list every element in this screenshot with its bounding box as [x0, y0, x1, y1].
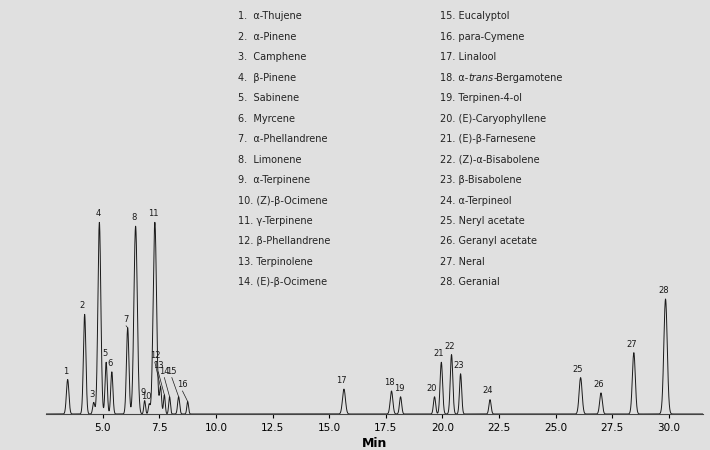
Text: 12: 12: [150, 351, 160, 360]
Text: 27. Neral: 27. Neral: [440, 257, 485, 267]
Text: 13: 13: [153, 361, 163, 370]
Text: 16. para-Cymene: 16. para-Cymene: [440, 32, 525, 42]
Text: 3.  Camphene: 3. Camphene: [238, 52, 306, 62]
Text: 5: 5: [102, 349, 107, 358]
Text: trans: trans: [469, 72, 493, 83]
Text: 21: 21: [434, 349, 444, 358]
Text: 24: 24: [483, 386, 493, 395]
Text: 10. (Z)-β-Ocimene: 10. (Z)-β-Ocimene: [238, 195, 327, 206]
Text: 10: 10: [141, 392, 152, 400]
Text: 17: 17: [337, 376, 347, 385]
Text: 19: 19: [394, 384, 405, 393]
Text: 22: 22: [444, 342, 455, 351]
Text: 27: 27: [626, 340, 637, 349]
Text: 18: 18: [384, 378, 395, 387]
Text: 8.  Limonene: 8. Limonene: [238, 155, 301, 165]
Text: 16: 16: [178, 380, 187, 389]
X-axis label: Min: Min: [362, 437, 387, 450]
Text: 26. Geranyl acetate: 26. Geranyl acetate: [440, 237, 537, 247]
Text: 13. Terpinolene: 13. Terpinolene: [238, 257, 312, 267]
Text: 18. α-: 18. α-: [440, 72, 469, 83]
Text: 20: 20: [426, 384, 437, 393]
Text: 14. (E)-β-Ocimene: 14. (E)-β-Ocimene: [238, 277, 327, 288]
Text: 1.  α-Thujene: 1. α-Thujene: [238, 11, 302, 21]
Text: 28. Geranial: 28. Geranial: [440, 277, 500, 288]
Text: 11. γ-Terpinene: 11. γ-Terpinene: [238, 216, 312, 226]
Text: 22. (Z)-α-Bisabolene: 22. (Z)-α-Bisabolene: [440, 155, 540, 165]
Text: 14: 14: [159, 367, 170, 376]
Text: 2.  α-Pinene: 2. α-Pinene: [238, 32, 296, 42]
Text: 19. Terpinen-4-ol: 19. Terpinen-4-ol: [440, 93, 522, 103]
Text: 15. Eucalyptol: 15. Eucalyptol: [440, 11, 510, 21]
Text: 6.  Myrcene: 6. Myrcene: [238, 113, 295, 124]
Text: 24. α-Terpineol: 24. α-Terpineol: [440, 195, 512, 206]
Text: 15: 15: [167, 367, 177, 376]
Text: 8: 8: [131, 213, 137, 222]
Text: -Bergamotene: -Bergamotene: [493, 72, 563, 83]
Text: 23. β-Bisabolene: 23. β-Bisabolene: [440, 175, 522, 185]
Text: 9: 9: [141, 388, 146, 397]
Text: 12. β-Phellandrene: 12. β-Phellandrene: [238, 237, 330, 247]
Text: 3: 3: [89, 390, 94, 399]
Text: 9.  α-Terpinene: 9. α-Terpinene: [238, 175, 310, 185]
Text: 25. Neryl acetate: 25. Neryl acetate: [440, 216, 525, 226]
Text: 20. (E)-Caryophyllene: 20. (E)-Caryophyllene: [440, 113, 546, 124]
Text: 7: 7: [124, 315, 129, 324]
Text: 6: 6: [107, 359, 113, 368]
Text: 25: 25: [573, 365, 583, 374]
Text: 17. Linalool: 17. Linalool: [440, 52, 496, 62]
Text: 7.  α-Phellandrene: 7. α-Phellandrene: [238, 134, 327, 144]
Text: 2: 2: [80, 302, 85, 310]
Text: 4: 4: [95, 210, 100, 219]
Text: 23: 23: [454, 361, 464, 370]
Text: 21. (E)-β-Farnesene: 21. (E)-β-Farnesene: [440, 134, 536, 144]
Text: 28: 28: [658, 286, 669, 295]
Text: 11: 11: [148, 210, 159, 219]
Text: 5.  Sabinene: 5. Sabinene: [238, 93, 299, 103]
Text: 4.  β-Pinene: 4. β-Pinene: [238, 72, 296, 83]
Text: 1: 1: [62, 367, 68, 376]
Text: 26: 26: [593, 380, 604, 389]
